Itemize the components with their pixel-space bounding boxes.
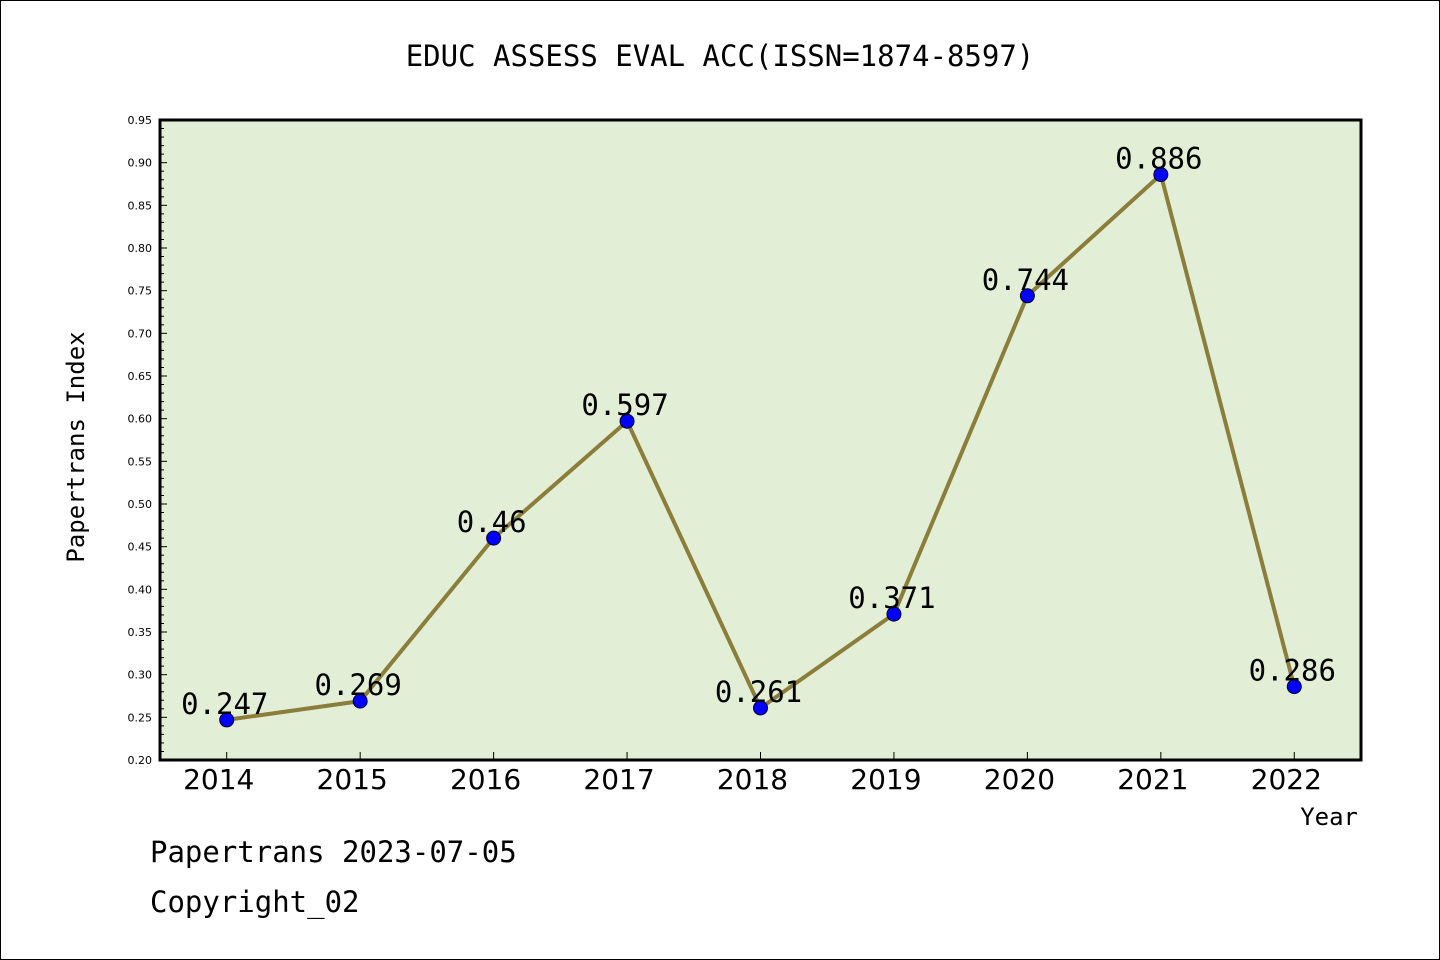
y-tick-label: 0.30 xyxy=(128,669,153,682)
y-tick-label: 0.55 xyxy=(128,455,153,468)
x-tick-label: 2020 xyxy=(984,763,1055,796)
x-tick-label: 2022 xyxy=(1251,763,1322,796)
y-tick-label: 0.95 xyxy=(128,114,153,127)
plot-area xyxy=(158,118,1363,762)
y-axis-label: Papertrans Index xyxy=(62,331,90,562)
data-label: 0.261 xyxy=(715,675,802,709)
data-point xyxy=(486,530,502,546)
x-tick-label: 2018 xyxy=(717,763,788,796)
x-axis-label: Year xyxy=(1300,803,1358,831)
x-tick-label: 2019 xyxy=(850,763,921,796)
data-label: 0.286 xyxy=(1249,654,1336,688)
data-point xyxy=(1019,288,1035,304)
y-tick-label: 0.65 xyxy=(128,370,153,383)
data-label: 0.46 xyxy=(457,505,527,539)
chart-title: EDUC ASSESS EVAL ACC(ISSN=1874-8597) xyxy=(406,39,1035,73)
data-point xyxy=(1153,167,1169,183)
x-tick-label: 2017 xyxy=(583,763,654,796)
data-label: 0.371 xyxy=(848,581,935,615)
data-point xyxy=(753,700,768,716)
data-label: 0.886 xyxy=(1115,142,1202,176)
x-tick-label: 2014 xyxy=(183,763,254,796)
data-point xyxy=(1286,679,1302,695)
data-label: 0.269 xyxy=(315,668,402,702)
y-tick-label: 0.70 xyxy=(128,327,153,340)
data-point xyxy=(619,413,635,429)
data-label: 0.597 xyxy=(581,388,668,422)
y-tick-label: 0.50 xyxy=(128,498,153,511)
x-tick-label: 2015 xyxy=(317,763,388,796)
y-tick-label: 0.90 xyxy=(128,157,153,170)
data-point xyxy=(219,712,235,728)
y-tick-label: 0.25 xyxy=(128,711,153,724)
footer-copyright: Copyright_02 xyxy=(150,885,360,919)
data-labels: 0.247 0.269 0.46 0.597 0.261 0.371 0.744 0.886 0… xyxy=(181,142,1336,721)
data-label: 0.744 xyxy=(982,263,1069,297)
y-tick-label: 0.20 xyxy=(128,754,153,767)
y-tick-label: 0.45 xyxy=(128,541,153,554)
x-tick-label: 2021 xyxy=(1117,763,1188,796)
y-tick-label: 0.85 xyxy=(128,199,153,212)
y-tick-label: 0.80 xyxy=(128,242,153,255)
x-axis-ticks: 2014 2015 2016 2017 2018 2019 2020 2021 2022 xyxy=(183,752,1322,796)
data-points xyxy=(219,167,1302,728)
y-tick-label: 0.40 xyxy=(128,583,153,596)
y-tick-label: 0.75 xyxy=(128,285,153,298)
data-point xyxy=(352,693,368,709)
data-point xyxy=(886,606,902,622)
y-axis-ticks: 0.20 0.25 0.30 0.35 0.40 0.45 0.50 0.55 0.60 0.65… xyxy=(128,114,167,767)
y-tick-label: 0.60 xyxy=(128,413,153,426)
y-tick-label: 0.35 xyxy=(128,626,153,639)
footer-date: Papertrans 2023-07-05 xyxy=(150,835,517,869)
x-tick-label: 2016 xyxy=(450,763,521,796)
data-label: 0.247 xyxy=(181,687,268,721)
